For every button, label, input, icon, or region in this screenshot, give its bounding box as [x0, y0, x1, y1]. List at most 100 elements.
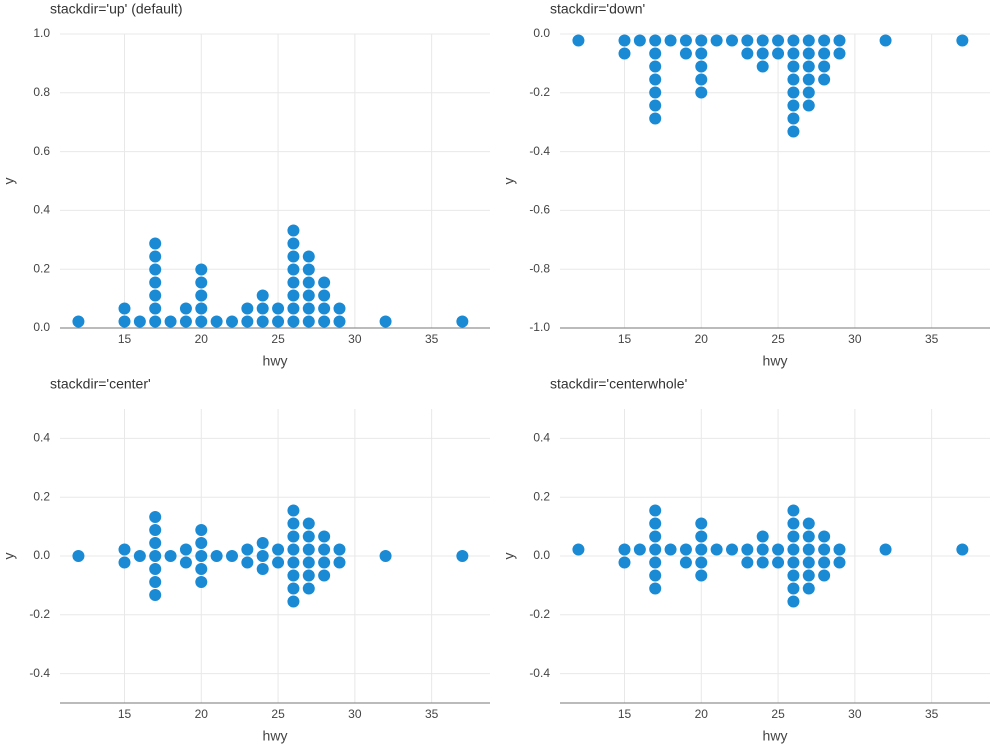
dot — [149, 237, 162, 250]
dot — [333, 315, 346, 328]
y-tick-label: 0.4 — [533, 431, 550, 445]
dot — [649, 60, 662, 73]
dot — [318, 569, 331, 582]
dot — [302, 315, 315, 328]
dot — [726, 543, 738, 556]
dot — [802, 569, 815, 582]
dot — [72, 315, 85, 328]
dot — [318, 302, 331, 315]
dot — [818, 34, 831, 47]
x-axis-label: hwy — [263, 353, 288, 369]
dot — [195, 524, 208, 536]
dot — [302, 517, 315, 530]
dot — [256, 537, 269, 549]
dot — [149, 524, 162, 536]
dot — [802, 556, 815, 569]
dot — [195, 302, 208, 315]
dot — [787, 543, 800, 556]
dot — [241, 556, 254, 569]
dot — [695, 543, 708, 556]
dot — [802, 530, 815, 543]
dot — [456, 550, 469, 562]
y-tick-label: 0.4 — [33, 203, 50, 217]
y-tick-label: 0.2 — [33, 489, 50, 503]
dot — [664, 543, 677, 556]
dot — [818, 556, 831, 569]
dot — [302, 582, 315, 595]
dot — [210, 550, 223, 562]
dot — [287, 517, 300, 530]
x-tick-label: 25 — [271, 707, 285, 721]
dot — [256, 550, 269, 562]
dot — [333, 556, 346, 569]
dot — [787, 34, 800, 47]
dot — [318, 315, 331, 328]
dot — [287, 543, 300, 556]
dot — [695, 569, 708, 582]
dot — [256, 315, 269, 328]
dot — [695, 530, 708, 543]
dot — [118, 543, 131, 556]
dot — [572, 543, 585, 556]
dot — [818, 60, 831, 73]
dot — [649, 34, 662, 47]
dot — [333, 302, 346, 315]
dot — [287, 569, 300, 582]
dot — [149, 511, 162, 523]
y-tick-label: -1.0 — [529, 320, 550, 334]
dot — [287, 595, 300, 608]
dot — [649, 73, 662, 86]
dot — [72, 550, 85, 562]
dot — [695, 86, 708, 99]
dot — [679, 47, 692, 60]
x-tick-label: 15 — [618, 707, 632, 721]
dot — [649, 556, 662, 569]
dot — [649, 86, 662, 99]
dot — [787, 517, 800, 530]
dot — [302, 556, 315, 569]
dot — [649, 112, 662, 125]
dot — [302, 530, 315, 543]
x-tick-label: 15 — [118, 332, 132, 346]
dot — [302, 276, 315, 289]
dot — [787, 125, 800, 138]
y-tick-label: -0.4 — [529, 144, 550, 158]
dot — [802, 73, 815, 86]
dot — [756, 530, 769, 543]
dot — [118, 315, 131, 328]
dot — [772, 556, 785, 569]
panel: stackdir='center' 15 20 25 30 35 -0.4 -0.2 0.0 0.… — [1, 376, 490, 744]
dot — [118, 302, 131, 315]
dot — [179, 302, 192, 315]
dot — [195, 315, 208, 328]
dot — [818, 73, 831, 86]
y-axis-label: y — [1, 553, 17, 560]
dot — [787, 595, 800, 608]
dot — [802, 99, 815, 112]
dot — [710, 34, 723, 47]
dot — [633, 543, 646, 556]
dot — [149, 537, 162, 549]
dot — [210, 315, 223, 328]
dot — [741, 34, 754, 47]
dot — [710, 543, 723, 556]
dot — [772, 34, 785, 47]
dot — [226, 550, 238, 562]
dot — [149, 302, 162, 315]
dot — [649, 517, 662, 530]
y-tick-label: 0.0 — [533, 548, 550, 562]
y-tick-label: -0.2 — [29, 607, 50, 621]
dot — [241, 302, 254, 315]
dot — [572, 34, 585, 47]
dot — [287, 504, 300, 517]
dot — [256, 289, 269, 302]
dot — [256, 563, 269, 575]
panel-title: stackdir='centerwhole' — [550, 376, 687, 392]
dot — [818, 530, 831, 543]
dot — [618, 34, 631, 47]
dot — [756, 556, 769, 569]
dot — [802, 517, 815, 530]
x-tick-label: 25 — [771, 332, 785, 346]
dot — [149, 589, 162, 601]
dot — [287, 237, 300, 250]
